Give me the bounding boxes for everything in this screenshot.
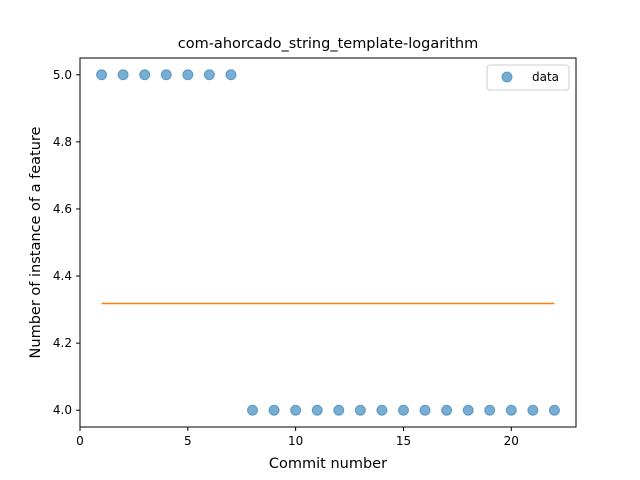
data-point [225, 69, 237, 81]
data-point [96, 69, 108, 81]
legend-label: data [532, 70, 559, 84]
x-axis-ticks: 0 5 10 15 20 [76, 427, 519, 448]
data-point [505, 404, 517, 416]
y-tick-label: 4.8 [53, 135, 72, 149]
data-point [548, 404, 560, 416]
x-axis-label: Commit number [269, 456, 387, 472]
data-point [311, 404, 323, 416]
data-point [182, 69, 194, 81]
y-axis-label: Number of instance of a feature [28, 126, 44, 358]
legend-box [486, 64, 570, 91]
data-point [376, 404, 388, 416]
y-tick-label: 4.0 [53, 403, 72, 417]
y-tick-label: 5.0 [53, 68, 72, 82]
y-tick-label: 4.2 [53, 336, 72, 350]
data-point [419, 404, 431, 416]
axes-frame [79, 57, 577, 428]
data-point [462, 404, 474, 416]
data-point [117, 69, 129, 81]
x-tick-label: 5 [184, 434, 192, 448]
data-point [290, 404, 302, 416]
legend: data [486, 64, 570, 91]
data-point [139, 69, 151, 81]
data-point [203, 69, 215, 81]
data-point [441, 404, 453, 416]
chart-title: com-ahorcado_string_template-logarithm [178, 36, 479, 52]
data-point [333, 404, 345, 416]
x-tick-label: 20 [504, 434, 519, 448]
x-tick-label: 10 [288, 434, 303, 448]
y-tick-label: 4.4 [53, 269, 72, 283]
data-point [160, 69, 172, 81]
data-point [354, 404, 366, 416]
data-point [247, 404, 259, 416]
plot-area [96, 69, 560, 416]
y-tick-label: 4.6 [53, 202, 72, 216]
x-tick-label: 0 [76, 434, 84, 448]
data-point [484, 404, 496, 416]
data-point [268, 404, 280, 416]
legend-marker [501, 71, 513, 83]
y-axis-ticks: 4.0 4.2 4.4 4.6 4.8 5.0 [53, 68, 80, 417]
data-point [527, 404, 539, 416]
data-point [397, 404, 409, 416]
x-tick-label: 15 [396, 434, 411, 448]
